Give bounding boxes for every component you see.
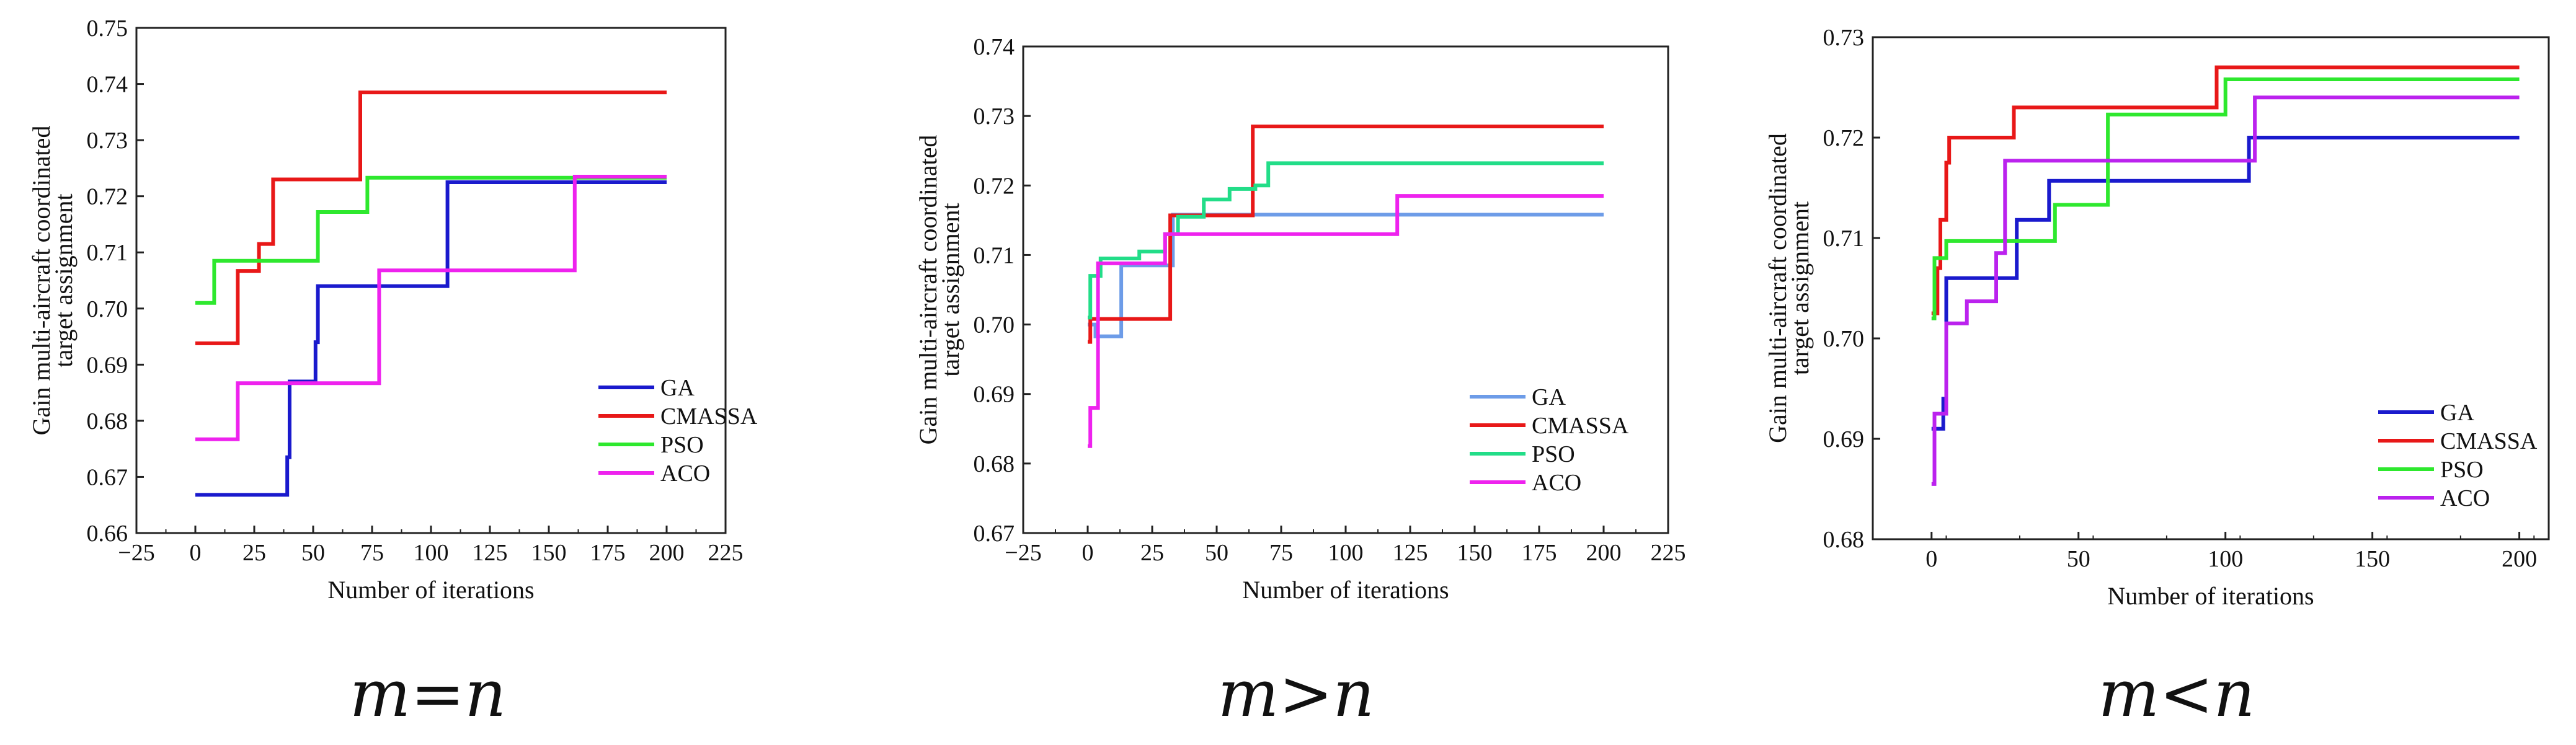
- x-tick-label: −25: [1005, 540, 1041, 566]
- y-axis-label-line-2: target assignment: [1786, 201, 1814, 375]
- x-tick-label: 100: [414, 540, 449, 566]
- x-tick-label: 25: [1140, 540, 1164, 566]
- plot-frame: [1872, 36, 2550, 540]
- x-tick-label: 0: [1925, 546, 1937, 572]
- y-tick-label: 0.70: [1823, 326, 1865, 352]
- y-tick-label: 0.68: [1823, 527, 1865, 553]
- y-axis-label-line-1: Gain multi-aircraft coordinated: [914, 135, 942, 445]
- plot-frame: [135, 27, 727, 534]
- y-axis-label-line-1: Gain multi-aircraft coordinated: [27, 126, 55, 436]
- y-tick-label: 0.66: [87, 521, 128, 547]
- x-tick-label: 75: [1269, 540, 1293, 566]
- series-line-ga: [1931, 136, 2520, 431]
- chart-1: −25 0 25 50 75 100 125 150 175 200 225 0.66 0.67 0.68…: [27, 15, 758, 731]
- y-axis-label-line-1: Gain multi-aircraft coordinated: [1764, 133, 1792, 443]
- x-tick-label: 100: [2208, 546, 2243, 572]
- x-tick-label: 150: [2355, 546, 2390, 572]
- y-axis-label: Gain multi-aircraft coordinatedtarget as…: [914, 135, 964, 445]
- series-line-pso: [1931, 77, 2520, 320]
- x-tick-label: 75: [360, 540, 384, 566]
- chart-2: −25 0 25 50 75 100 125 150 175 200 225 0.67 0.68 0.69…: [914, 34, 1686, 731]
- x-tick-label: −25: [118, 540, 154, 566]
- chart-caption: m=n: [350, 656, 507, 731]
- y-tick-label: 0.67: [87, 464, 128, 490]
- legend-label-aco: ACO: [1532, 470, 1581, 496]
- legend-label-ga: GA: [2440, 400, 2474, 426]
- y-axis-label: Gain multi-aircraft coordinatedtarget as…: [1764, 133, 1814, 443]
- chart-3: 0 50 100 150 200 0.68 0.69 0.70 0.71 0.72 0.73 Numb…: [1764, 25, 2550, 731]
- y-tick-label: 0.71: [87, 240, 128, 266]
- x-tick-label: 50: [2067, 546, 2090, 572]
- y-tick-label: 0.68: [87, 408, 128, 434]
- legend-label-cmassa: CMASSA: [1532, 413, 1629, 439]
- y-tick-label: 0.73: [974, 104, 1015, 130]
- chart-caption: m>n: [1218, 656, 1375, 731]
- x-axis-label: Number of iterations: [327, 576, 534, 604]
- y-tick-label: 0.72: [974, 173, 1015, 199]
- y-tick-label: 0.70: [974, 312, 1015, 338]
- series-line-pso: [1088, 161, 1604, 320]
- y-tick-label: 0.71: [1823, 226, 1865, 252]
- x-tick-label: 175: [1522, 540, 1557, 566]
- y-tick-label: 0.74: [974, 34, 1015, 60]
- x-tick-label: 150: [531, 540, 567, 566]
- x-tick-label: 200: [2502, 546, 2537, 572]
- y-tick-label: 0.73: [1823, 25, 1865, 51]
- series-line-cmassa: [1088, 125, 1604, 344]
- series-line-cmassa: [195, 90, 667, 345]
- legend-label-pso: PSO: [1532, 441, 1575, 467]
- y-tick-label: 0.72: [1823, 125, 1865, 151]
- y-tick-label: 0.75: [87, 15, 128, 42]
- x-tick-label: 125: [1393, 540, 1428, 566]
- y-tick-label: 0.69: [974, 382, 1015, 408]
- legend-label-pso: PSO: [660, 432, 704, 458]
- series-line-cmassa: [1931, 65, 2520, 315]
- x-tick-label: 0: [1082, 540, 1094, 566]
- x-axis-label: Number of iterations: [1242, 576, 1449, 604]
- x-tick-label: 25: [242, 540, 266, 566]
- x-tick-label: 150: [1457, 540, 1493, 566]
- x-tick-label: 100: [1328, 540, 1364, 566]
- y-tick-label: 0.68: [974, 451, 1015, 477]
- series-line-ga: [1088, 213, 1604, 338]
- x-tick-label: 0: [190, 540, 202, 566]
- legend-label-ga: GA: [660, 375, 695, 401]
- x-tick-label: 175: [590, 540, 626, 566]
- y-axis-label: Gain multi-aircraft coordinatedtarget as…: [27, 126, 78, 436]
- x-tick-label: 125: [473, 540, 508, 566]
- series-line-aco: [1088, 194, 1604, 448]
- y-tick-label: 0.70: [87, 296, 128, 322]
- y-tick-label: 0.69: [1823, 426, 1865, 452]
- chart-caption: m<n: [2099, 656, 2255, 731]
- y-tick-label: 0.74: [87, 72, 128, 98]
- legend-label-aco: ACO: [2440, 485, 2490, 511]
- legend-label-cmassa: CMASSA: [660, 403, 758, 430]
- x-tick-label: 225: [1651, 540, 1686, 566]
- series-line-aco: [1931, 95, 2520, 486]
- legend-label-cmassa: CMASSA: [2440, 428, 2538, 454]
- x-tick-label: 225: [708, 540, 744, 566]
- series-line-ga: [195, 180, 667, 497]
- x-tick-label: 50: [1205, 540, 1228, 566]
- x-tick-label: 200: [649, 540, 685, 566]
- legend-label-pso: PSO: [2440, 457, 2484, 483]
- y-tick-label: 0.67: [974, 521, 1015, 547]
- x-tick-label: 200: [1586, 540, 1622, 566]
- y-tick-label: 0.69: [87, 352, 128, 378]
- legend-label-aco: ACO: [660, 461, 710, 487]
- y-axis-label-line-2: target assignment: [936, 203, 964, 376]
- x-tick-label: 50: [301, 540, 325, 566]
- legend-label-ga: GA: [1532, 384, 1566, 410]
- y-axis-label-line-2: target assignment: [50, 193, 78, 367]
- y-tick-label: 0.72: [87, 184, 128, 210]
- y-tick-label: 0.73: [87, 128, 128, 154]
- x-axis-label: Number of iterations: [2107, 582, 2314, 610]
- y-tick-label: 0.71: [974, 242, 1015, 268]
- series-line-aco: [195, 175, 667, 441]
- series-line-pso: [195, 175, 667, 305]
